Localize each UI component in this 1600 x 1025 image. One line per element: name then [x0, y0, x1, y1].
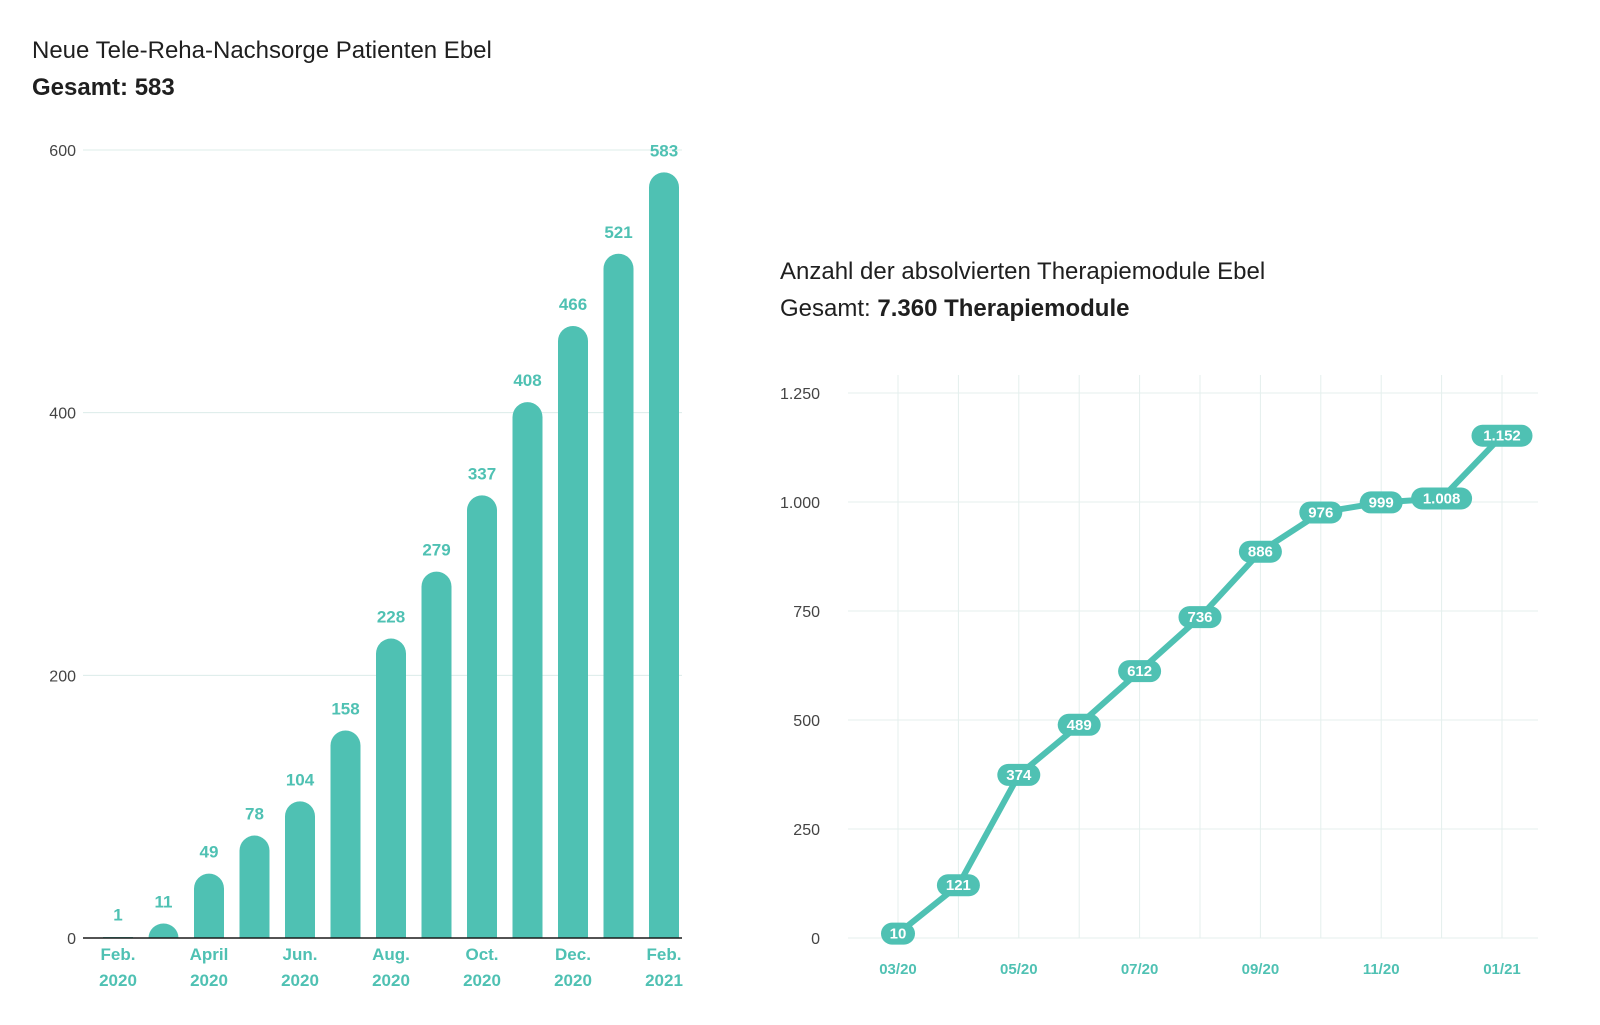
bar	[376, 638, 406, 938]
line-point-label: 886	[1248, 544, 1273, 561]
bar-value-label: 583	[650, 141, 678, 160]
bar-value-label: 228	[377, 608, 405, 627]
line-y-tick-label: 1.250	[780, 386, 820, 403]
line-chart-title: Anzahl der absolvierten Therapiemodule E…	[780, 258, 1266, 285]
bar	[603, 253, 634, 938]
bar-chart-title: Neue Tele-Reha-Nachsorge Patienten Ebel	[32, 37, 492, 64]
bar-x-tick-label: 2020	[372, 971, 410, 990]
bar	[194, 873, 224, 938]
line-chart-subtitle-prefix: Gesamt:	[780, 295, 878, 322]
line-point-marker	[1057, 713, 1101, 736]
line-point-label: 374	[1006, 767, 1032, 784]
bar	[421, 571, 452, 938]
line-x-tick-label: 09/20	[1242, 961, 1280, 978]
line-point-label: 489	[1067, 717, 1092, 734]
line-chart-total: 7.360 Therapiemodule	[877, 295, 1130, 322]
line-point-marker	[1238, 540, 1282, 563]
bar	[330, 730, 361, 938]
bar	[467, 495, 497, 938]
line-chart: 0 250 500 750 1.000 1.250 10 121 374 489 612 736 886…	[780, 375, 1538, 978]
line-point-marker	[1359, 491, 1403, 514]
bar-chart-title-block: Neue Tele-Reha-Nachsorge Patienten Ebel …	[32, 32, 492, 106]
line-x-tick-label: 03/20	[879, 961, 917, 978]
bar-x-tick-label: 2021	[645, 971, 683, 990]
line-y-tick-label: 750	[793, 604, 820, 621]
line-point-label: 999	[1369, 494, 1394, 511]
bar-chart: 0200400600111497810415822827933740846652…	[49, 141, 683, 990]
bar-x-tick-label: Feb.	[101, 945, 136, 964]
bar-value-label: 78	[245, 805, 264, 824]
line-point-marker	[936, 874, 980, 897]
bar-x-tick-label: 2020	[463, 971, 501, 990]
line-point-marker	[1299, 501, 1343, 524]
bar-x-tick-label: Dec.	[555, 945, 591, 964]
bar-value-label: 521	[604, 223, 632, 242]
bar-y-tick-label: 200	[49, 668, 76, 685]
line-point-marker	[1411, 487, 1473, 510]
bar-y-tick-label: 600	[49, 143, 76, 160]
bar-x-tick-label: 2020	[554, 971, 592, 990]
bar-chart-total: 583	[134, 74, 175, 101]
bar	[649, 172, 679, 938]
line-point-label: 10	[890, 926, 907, 943]
bar-y-tick-label: 0	[67, 931, 76, 948]
bar-value-label: 49	[200, 843, 219, 862]
line-x-tick-label: 01/21	[1483, 961, 1521, 978]
bar-x-tick-label: 2020	[281, 971, 319, 990]
line-y-tick-label: 500	[793, 713, 820, 730]
line-y-tick-label: 1.000	[780, 495, 820, 512]
bar-value-label: 337	[468, 464, 496, 483]
bar-x-tick-label: 2020	[190, 971, 228, 990]
bar-x-tick-label: April	[190, 945, 229, 964]
line-point-marker	[1178, 606, 1222, 629]
line-chart-subtitle: Gesamt: 7.360 Therapiemodule	[780, 290, 1265, 327]
line-x-tick-label: 07/20	[1121, 961, 1159, 978]
bar-value-label: 466	[559, 295, 587, 314]
bar	[285, 801, 315, 938]
bar-x-tick-label: Oct.	[465, 945, 498, 964]
bar-x-tick-label: Feb.	[647, 945, 682, 964]
line-y-tick-label: 250	[793, 822, 820, 839]
bar	[512, 402, 543, 938]
line-point-marker	[997, 763, 1041, 786]
bar-y-tick-label: 400	[49, 406, 76, 423]
bar	[239, 835, 270, 938]
bar-value-label: 1	[113, 906, 122, 925]
line-y-tick-label: 0	[811, 931, 820, 948]
bar	[558, 325, 588, 938]
bar	[148, 923, 179, 938]
line-point-label: 1.152	[1483, 428, 1521, 445]
bar-x-tick-label: 2020	[99, 971, 137, 990]
bar-x-tick-label: Aug.	[372, 945, 410, 964]
bar-chart-subtitle-prefix: Gesamt:	[32, 74, 135, 101]
line-point-label: 736	[1187, 609, 1212, 626]
bar-value-label: 158	[331, 699, 359, 718]
bar-chart-subtitle: Gesamt: 583	[32, 69, 492, 106]
bar-value-label: 408	[513, 371, 541, 390]
line-point-marker	[1118, 660, 1162, 683]
line-point-label: 612	[1127, 663, 1152, 680]
line-point-marker	[1471, 424, 1533, 447]
line-chart-title-block: Anzahl der absolvierten Therapiemodule E…	[780, 253, 1265, 327]
line-point-marker	[881, 922, 915, 945]
bar-value-label: 11	[155, 893, 173, 912]
bar-x-tick-label: Jun.	[283, 945, 318, 964]
line-point-label: 121	[946, 877, 971, 894]
line-point-label: 1.008	[1423, 491, 1461, 508]
bar-value-label: 279	[422, 541, 450, 560]
bar-value-label: 104	[286, 770, 315, 789]
line-point-label: 976	[1308, 504, 1333, 521]
line-x-tick-label: 11/20	[1363, 961, 1400, 978]
line-x-tick-label: 05/20	[1000, 961, 1038, 978]
